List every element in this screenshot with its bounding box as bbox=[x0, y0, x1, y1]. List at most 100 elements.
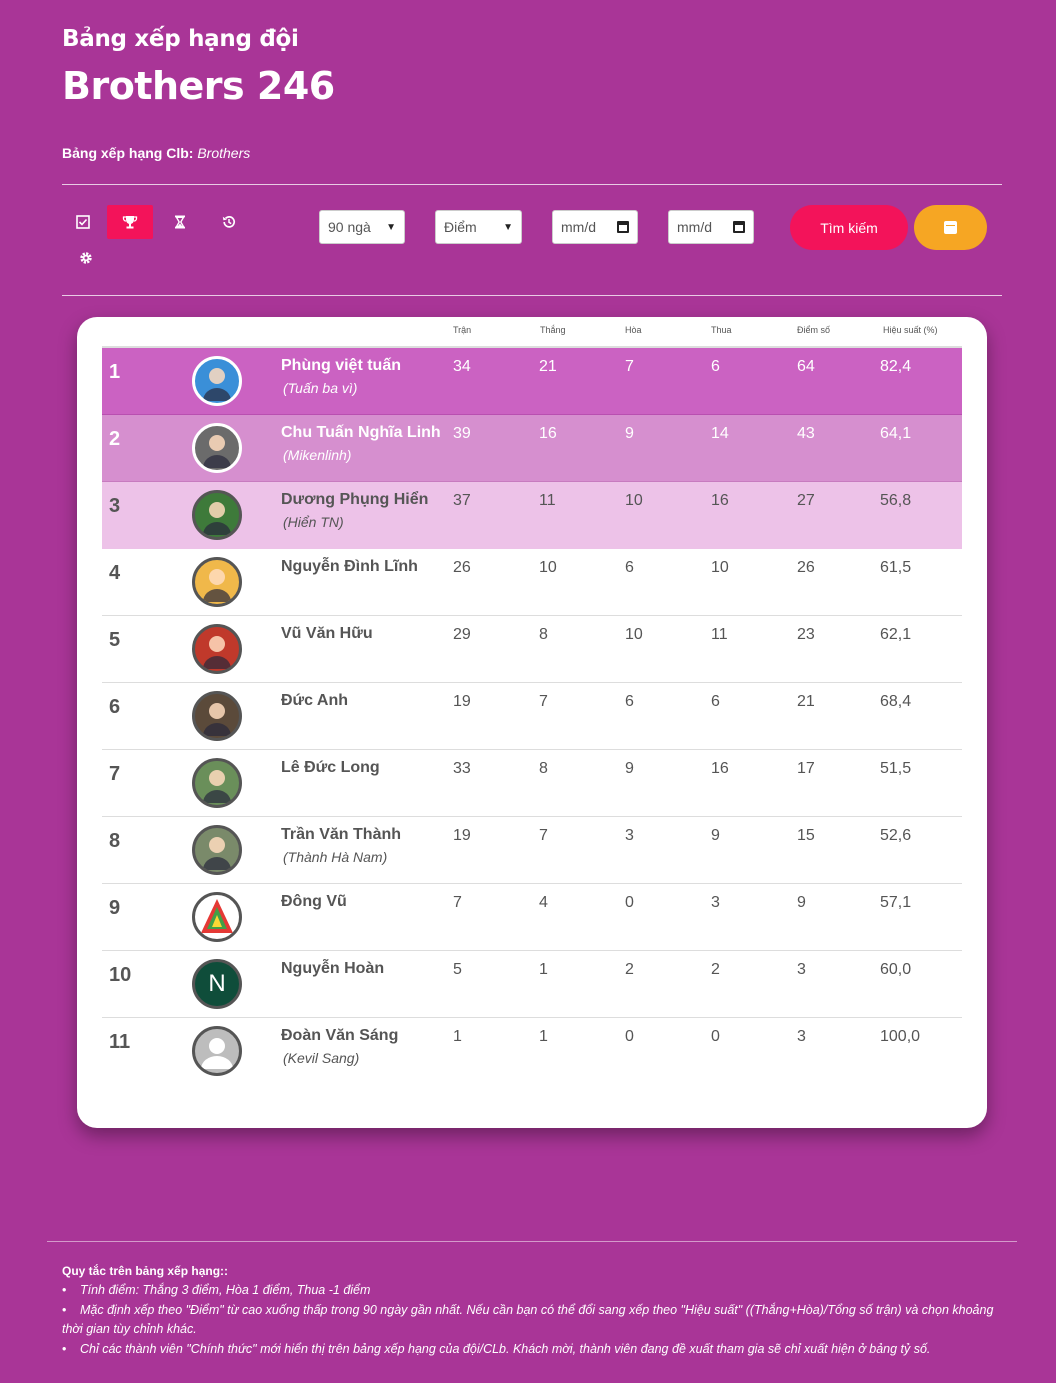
history-icon[interactable] bbox=[206, 205, 252, 239]
cell-thua: 0 bbox=[711, 1028, 720, 1045]
player-name[interactable]: Nguyễn Hoàn bbox=[281, 960, 385, 977]
rule-item: Chỉ các thành viên "Chính thức" mới hiển… bbox=[62, 1340, 1012, 1360]
table-row[interactable]: 6 Đức Anh 19 7 6 6 21 68,4 bbox=[102, 683, 962, 750]
divider bbox=[62, 295, 1002, 296]
avatar[interactable] bbox=[192, 892, 242, 942]
cell-hieu: 82,4 bbox=[880, 358, 912, 375]
club-label: Bảng xếp hạng Clb: bbox=[62, 145, 194, 161]
table-row[interactable]: 3 Dương Phụng Hiển (Hiển TN) 37 11 10 16 27 56,8 bbox=[102, 482, 962, 549]
avatar-photo-icon bbox=[203, 368, 231, 401]
cell-thang: 11 bbox=[539, 492, 556, 509]
chevron-down-icon: ▼ bbox=[386, 221, 396, 233]
avatar[interactable]: N bbox=[192, 959, 242, 1009]
rule-item: Tính điểm: Thắng 3 điểm, Hòa 1 điểm, Thu… bbox=[62, 1281, 1012, 1301]
user-placeholder-icon bbox=[201, 1038, 233, 1069]
table-row[interactable]: 1 Phùng việt tuấn (Tuấn ba vì) 34 21 7 6 64 82,4 bbox=[102, 348, 962, 415]
page-subtitle: Bảng xếp hạng đội bbox=[62, 26, 299, 52]
player-name[interactable]: Đức Anh bbox=[281, 692, 348, 709]
cell-diem: 15 bbox=[797, 827, 815, 844]
player-name[interactable]: Nguyễn Đình Lĩnh bbox=[281, 558, 418, 575]
chevron-down-icon: ▼ bbox=[503, 221, 513, 233]
avatar-photo-icon bbox=[203, 569, 231, 602]
cell-diem: 43 bbox=[797, 425, 815, 442]
sort-select[interactable]: Điểm ▼ bbox=[435, 210, 522, 244]
avatar[interactable] bbox=[192, 557, 242, 607]
cell-hieu: 56,8 bbox=[880, 492, 912, 509]
player-name[interactable]: Dương Phụng Hiển bbox=[281, 491, 429, 508]
cell-hieu: 68,4 bbox=[880, 693, 912, 710]
cell-tran: 39 bbox=[453, 425, 471, 442]
divider bbox=[47, 1241, 1017, 1242]
trophy-icon[interactable] bbox=[107, 205, 153, 239]
cell-hieu: 100,0 bbox=[880, 1028, 921, 1045]
cell-hoa: 6 bbox=[625, 693, 634, 710]
player-nickname: (Hiển TN) bbox=[283, 514, 344, 530]
calendar-icon bbox=[944, 221, 957, 234]
calendar-icon[interactable] bbox=[733, 221, 745, 233]
date-to-input[interactable]: mm/d bbox=[668, 210, 754, 244]
avatar[interactable] bbox=[192, 1026, 242, 1076]
table-row[interactable]: 11 Đoàn Văn Sáng (Kevil Sang) 1 1 0 0 3 100,0 bbox=[102, 1018, 962, 1085]
hourglass-icon[interactable] bbox=[157, 205, 203, 239]
cell-thua: 2 bbox=[711, 961, 720, 978]
avatar-photo-icon bbox=[203, 703, 231, 736]
cell-diem: 23 bbox=[797, 626, 815, 643]
cell-hieu: 64,1 bbox=[880, 425, 912, 442]
cell-tran: 5 bbox=[453, 961, 462, 978]
avatar[interactable] bbox=[192, 624, 242, 674]
cell-thua: 6 bbox=[711, 693, 720, 710]
cell-thua: 16 bbox=[711, 760, 729, 777]
sort-select-value: Điểm bbox=[444, 219, 477, 235]
hourglass-icon-glyph bbox=[175, 215, 185, 229]
table-row[interactable]: 10 N Nguyễn Hoàn 5 1 2 2 3 60,0 bbox=[102, 951, 962, 1018]
avatar[interactable] bbox=[192, 356, 242, 406]
avatar[interactable] bbox=[192, 490, 242, 540]
avatar[interactable] bbox=[192, 825, 242, 875]
cell-thang: 1 bbox=[539, 1028, 548, 1045]
table-row[interactable]: 9 Đông Vũ 7 4 0 3 9 57,1 bbox=[102, 884, 962, 951]
search-button[interactable]: Tìm kiếm bbox=[790, 205, 908, 250]
table-row[interactable]: 7 Lê Đức Long 33 8 9 16 17 51,5 bbox=[102, 750, 962, 817]
cell-thua: 14 bbox=[711, 425, 729, 442]
player-name[interactable]: Vũ Văn Hữu bbox=[281, 625, 373, 642]
player-name[interactable]: Chu Tuấn Nghĩa Linh bbox=[281, 424, 441, 441]
cell-thua: 16 bbox=[711, 492, 729, 509]
table-row[interactable]: 8 Trần Văn Thành (Thành Hà Nam) 19 7 3 9 15 52,6 bbox=[102, 817, 962, 884]
cell-thang: 10 bbox=[539, 559, 557, 576]
cell-tran: 26 bbox=[453, 559, 471, 576]
cell-hieu: 57,1 bbox=[880, 894, 912, 911]
player-name[interactable]: Lê Đức Long bbox=[281, 759, 380, 776]
player-name[interactable]: Trần Văn Thành bbox=[281, 826, 402, 843]
avatar[interactable] bbox=[192, 758, 242, 808]
club-name: Brothers bbox=[197, 145, 251, 161]
cell-hoa: 9 bbox=[625, 425, 634, 442]
logo-icon bbox=[201, 899, 233, 933]
rank-number: 9 bbox=[109, 897, 121, 919]
calendar-button[interactable] bbox=[914, 205, 987, 250]
rank-number: 11 bbox=[109, 1031, 131, 1053]
club-line: Bảng xếp hạng Clb: Brothers bbox=[62, 145, 250, 161]
gear-icon[interactable] bbox=[63, 241, 109, 275]
player-name[interactable]: Phùng việt tuấn bbox=[281, 357, 401, 374]
calendar-icon[interactable] bbox=[617, 221, 629, 233]
rank-number: 2 bbox=[109, 428, 121, 450]
player-name[interactable]: Đông Vũ bbox=[281, 893, 347, 910]
player-name[interactable]: Đoàn Văn Sáng bbox=[281, 1027, 399, 1044]
column-header-diem: Điểm số bbox=[797, 325, 831, 335]
cell-thua: 9 bbox=[711, 827, 720, 844]
avatar[interactable] bbox=[192, 691, 242, 741]
cell-tran: 37 bbox=[453, 492, 471, 509]
player-nickname: (Mikenlinh) bbox=[283, 447, 352, 463]
checkbox-icon[interactable] bbox=[60, 205, 106, 239]
cell-tran: 34 bbox=[453, 358, 471, 375]
table-row[interactable]: 5 Vũ Văn Hữu 29 8 10 11 23 62,1 bbox=[102, 616, 962, 683]
table-row[interactable]: 4 Nguyễn Đình Lĩnh 26 10 6 10 26 61,5 bbox=[102, 549, 962, 616]
avatar[interactable] bbox=[192, 423, 242, 473]
cell-diem: 27 bbox=[797, 492, 815, 509]
table-row[interactable]: 2 Chu Tuấn Nghĩa Linh (Mikenlinh) 39 16 9 14 43… bbox=[102, 415, 962, 482]
date-from-input[interactable]: mm/d bbox=[552, 210, 638, 244]
date-from-placeholder: mm/d bbox=[561, 219, 596, 235]
period-select[interactable]: 90 ngà ▼ bbox=[319, 210, 405, 244]
cell-hoa: 6 bbox=[625, 559, 634, 576]
cell-thua: 6 bbox=[711, 358, 720, 375]
